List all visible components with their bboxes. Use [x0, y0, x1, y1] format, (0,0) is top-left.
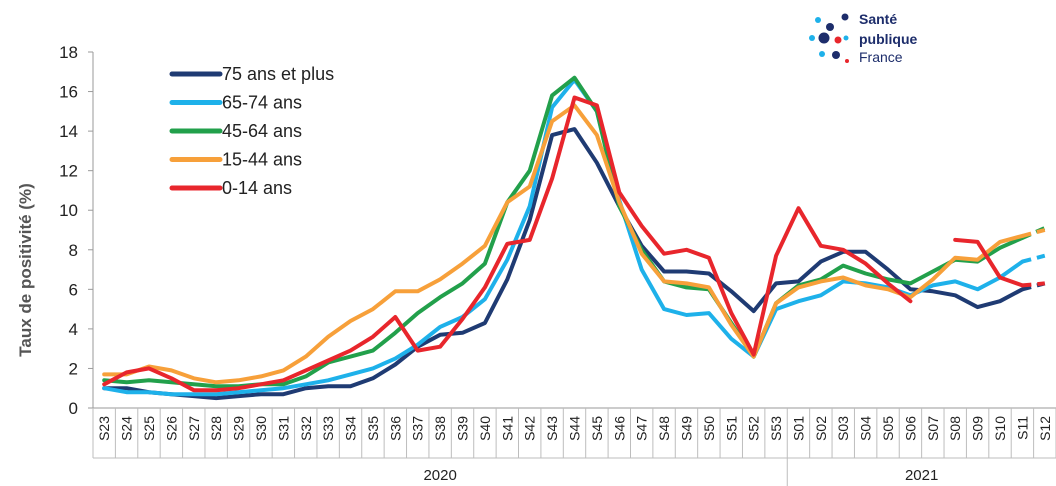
- x-tick-label: S02: [813, 416, 829, 441]
- x-tick-label: S34: [343, 416, 359, 441]
- y-tick-label: 8: [69, 241, 78, 260]
- series-line-provisional: [1021, 253, 1046, 264]
- x-tick-label: S09: [970, 416, 986, 441]
- x-tick-label: S41: [499, 416, 515, 441]
- x-tick-label: S42: [522, 416, 538, 441]
- x-tick-label: S46: [611, 416, 627, 441]
- year-label: 2021: [905, 467, 938, 484]
- series-line: [102, 103, 1025, 385]
- logo-line1: Santé: [859, 11, 897, 27]
- x-tick-label: S11: [1014, 416, 1030, 440]
- y-tick-label: 4: [69, 320, 78, 339]
- x-tick-label: S49: [678, 416, 694, 441]
- y-tick-label: 2: [69, 359, 78, 378]
- y-tick-label: 18: [59, 43, 78, 62]
- x-tick-label: S01: [790, 416, 806, 441]
- x-tick-label: S39: [455, 416, 471, 441]
- legend-label: 0-14 ans: [222, 178, 292, 198]
- x-tick-label: S32: [298, 416, 314, 441]
- x-tick-label: S12: [1037, 416, 1053, 441]
- x-tick-label: S07: [925, 416, 941, 441]
- logo-line3: France: [859, 49, 903, 65]
- y-tick-label: 0: [69, 399, 78, 418]
- x-tick-label: S35: [365, 416, 381, 441]
- y-axis-label: Taux de positivité (%): [16, 183, 35, 357]
- x-tick-label: S43: [544, 416, 560, 441]
- x-tick-label: S52: [746, 416, 762, 441]
- x-tick-label: S44: [567, 416, 583, 441]
- x-tick-label: S31: [275, 416, 291, 441]
- legend-label: 75 ans et plus: [222, 64, 334, 84]
- x-tick-label: S24: [119, 416, 135, 441]
- series-layer: [102, 75, 1046, 401]
- legend-label: 65-74 ans: [222, 93, 302, 113]
- x-tick-label: S30: [253, 416, 269, 441]
- series-line-provisional: [1022, 281, 1045, 288]
- x-tick-label: S05: [880, 416, 896, 441]
- y-tick-label: 14: [59, 122, 78, 141]
- y-tick-label: 16: [59, 83, 78, 102]
- x-tick-label: S37: [410, 416, 426, 441]
- x-tick-label: S23: [96, 416, 112, 441]
- x-tick-label: S04: [858, 416, 874, 441]
- x-tick-label: S10: [992, 416, 1008, 441]
- legend: 75 ans et plus 65-74 ans 45-64 ans 15-44 an…: [169, 64, 334, 198]
- x-tick-label: S33: [320, 416, 336, 441]
- x-tick-label: S51: [723, 416, 739, 441]
- series-line: [102, 95, 1025, 393]
- x-tick-label: S06: [902, 416, 918, 441]
- legend-label: 15-44 ans: [222, 150, 302, 170]
- x-tick-label: S53: [768, 416, 784, 441]
- sante-publique-france-logo: Santé publique France: [809, 11, 918, 65]
- y-tick-label: 10: [59, 201, 78, 220]
- x-tick-label: S29: [231, 416, 247, 441]
- x-tick-label: S36: [387, 416, 403, 441]
- x-tick-label: S48: [656, 416, 672, 441]
- y-tick-label: 12: [59, 162, 78, 181]
- x-tick-label: S50: [701, 416, 717, 441]
- y-tick-label: 6: [69, 280, 78, 299]
- year-label: 2020: [423, 467, 456, 484]
- y-axis: 0 2 4 6 8 10 12 14 16 18: [59, 43, 94, 418]
- x-tick-label: S08: [947, 416, 963, 441]
- x-tick-label: S03: [835, 416, 851, 441]
- series-line-provisional: [1021, 228, 1046, 238]
- x-tick-label: S26: [163, 416, 179, 441]
- x-tick-label: S38: [432, 416, 448, 441]
- x-tick-label: S47: [634, 416, 650, 441]
- logo-line2: publique: [859, 31, 918, 47]
- x-tick-label: S25: [141, 416, 157, 441]
- x-tick-label: S28: [208, 416, 224, 441]
- x-axis: S23 S24 S25 S26 S27 S28 S29 S30 S31 S32 S33 S34 S35 S…: [92, 407, 1056, 486]
- x-tick-label: S27: [186, 416, 202, 441]
- x-tick-label: S40: [477, 416, 493, 441]
- legend-label: 45-64 ans: [222, 121, 302, 141]
- x-tick-label: S45: [589, 416, 605, 441]
